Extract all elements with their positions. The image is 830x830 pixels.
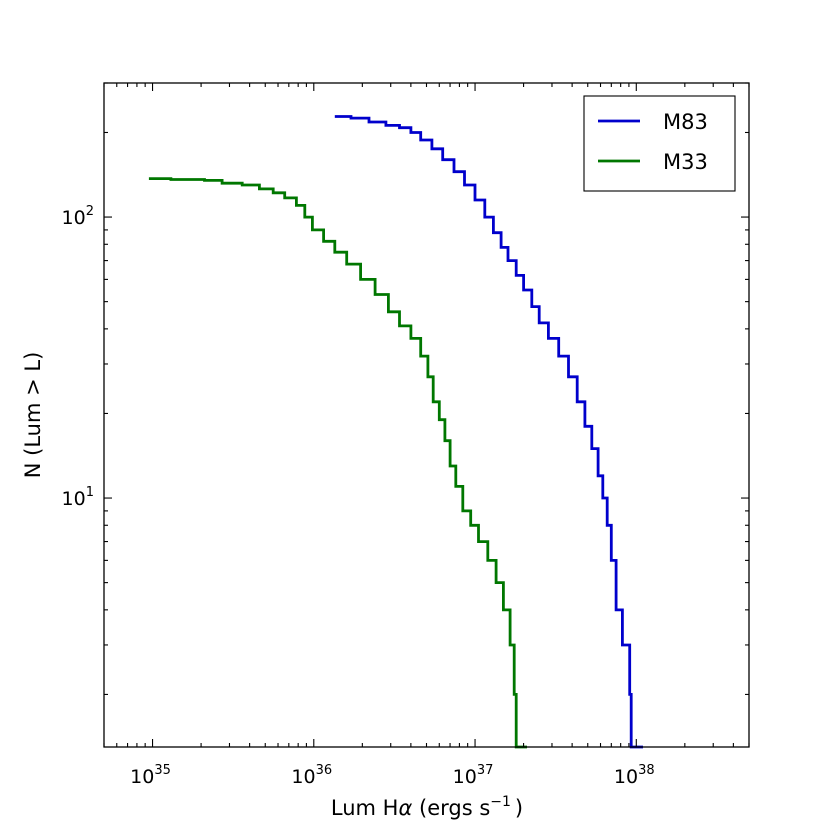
x-tick-label: 1036 <box>291 763 332 788</box>
y-axis-title: N (Lum > L) <box>21 352 45 479</box>
series-line-m83 <box>334 115 643 749</box>
x-tick-label: 1037 <box>453 763 494 788</box>
x-tick-exp: 36 <box>316 763 333 778</box>
x-axis-title-units-exp: −1 <box>490 794 511 810</box>
y-tick-base: 10 <box>62 207 86 229</box>
series-line-m33 <box>148 177 527 749</box>
legend: M83 M33 <box>583 95 736 192</box>
x-tick-base: 10 <box>291 766 315 788</box>
x-axis-title-symbol: α <box>398 796 412 820</box>
y-tick-label: 101 <box>62 485 94 510</box>
y-tick-exp: 1 <box>86 485 94 500</box>
x-axis-title: Lum Hα (ergs s−1) <box>331 794 523 820</box>
x-tick-base: 10 <box>453 766 477 788</box>
x-tick-base: 10 <box>130 766 154 788</box>
y-tick-base: 10 <box>62 488 86 510</box>
legend-label-m83: M83 <box>663 110 708 134</box>
x-tick-exp: 37 <box>477 763 494 778</box>
x-axis-title-units-close: ) <box>515 796 523 820</box>
x-axis-title-main: Lum H <box>331 796 399 820</box>
x-axis-title-units: (ergs s <box>419 796 490 820</box>
x-tick-base: 10 <box>614 766 638 788</box>
series-layer <box>148 115 643 749</box>
x-tick-exp: 38 <box>638 763 655 778</box>
legend-box <box>583 95 736 192</box>
x-tick-label: 1038 <box>614 763 655 788</box>
y-tick-exp: 2 <box>86 204 94 219</box>
x-tick-label: 1035 <box>130 763 171 788</box>
legend-label-m33: M33 <box>663 150 708 174</box>
plot-frame <box>103 82 750 748</box>
x-axis-title-spacer <box>412 796 419 820</box>
x-tick-exp: 35 <box>154 763 171 778</box>
y-tick-label: 102 <box>62 204 94 229</box>
